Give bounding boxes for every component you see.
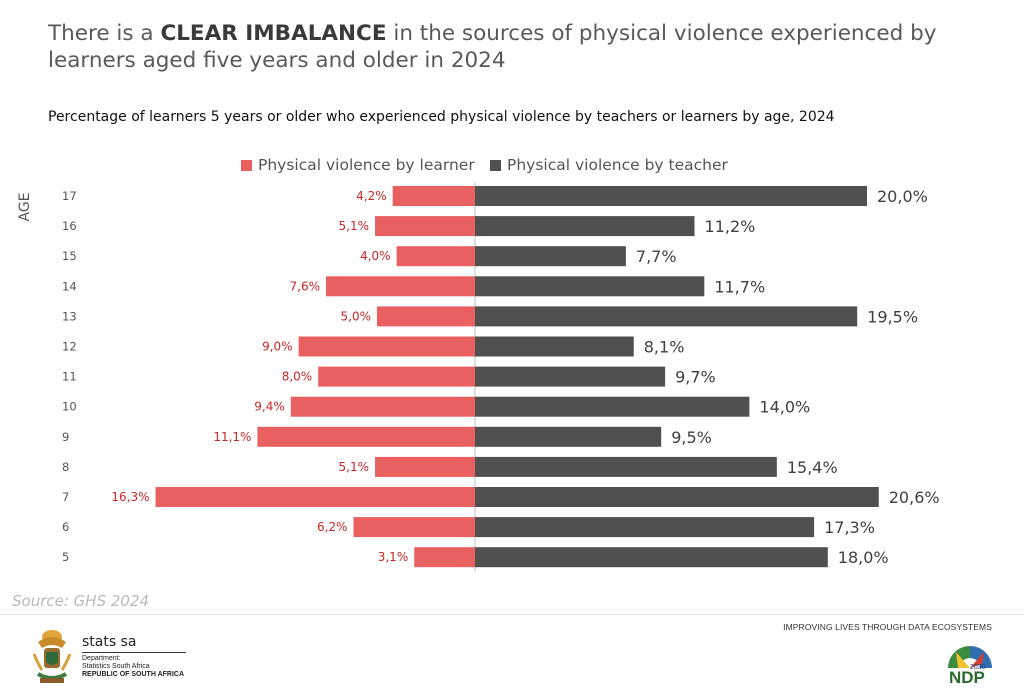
title-emphasis: CLEAR IMBALANCE [160,21,387,46]
bar-teacher [475,216,695,237]
data-label-teacher: 8,1% [644,338,685,357]
y-tick-label: 15 [62,249,77,263]
coat-of-arms-icon [32,630,72,683]
y-tick-label: 17 [62,189,77,203]
y-tick-label: 11 [62,370,77,384]
data-label-learner: 5,1% [339,219,370,233]
page-title: There is a CLEAR IMBALANCE in the source… [48,21,937,73]
bar-learner [326,276,475,297]
data-label-teacher: 20,6% [889,488,940,507]
data-label-learner: 9,0% [262,340,293,354]
data-label-teacher: 9,5% [671,428,712,447]
y-tick-label: 6 [62,520,69,534]
bar-teacher [475,276,705,297]
data-label-learner: 7,6% [290,279,321,293]
bar-learner [155,487,475,507]
bar-learner [353,517,475,538]
bar-learner [375,216,475,237]
bar-teacher [475,396,750,417]
data-label-teacher: 20,0% [877,187,928,206]
data-label-teacher: 9,7% [675,368,716,387]
bar-teacher [475,547,828,568]
ndp-text: NDP [949,668,985,686]
data-label-learner: 5,1% [339,460,370,474]
y-tick-label: 14 [62,279,77,293]
data-label-teacher: 15,4% [787,458,838,477]
footer-divider [0,614,1024,615]
bar-learner [257,426,475,447]
source-note: Source: GHS 2024 [12,592,150,610]
legend-item-learner: Physical violence by learner [241,155,475,175]
ndp-year: 2030 [970,664,986,671]
y-tick-label: 13 [62,309,77,323]
data-label-learner: 5,0% [341,309,372,323]
bar-teacher [475,306,858,327]
y-tick-label: 8 [62,460,69,474]
bar-teacher [475,366,666,387]
bar-teacher [475,487,879,507]
bar-learner [414,547,475,568]
data-label-teacher: 11,2% [705,217,756,236]
bar-teacher [475,426,662,447]
data-label-learner: 16,3% [111,490,149,504]
legend-label-teacher: Physical violence by teacher [507,156,728,174]
y-tick-label: 12 [62,340,77,354]
y-tick-label: 9 [62,430,69,444]
data-label-teacher: 18,0% [838,548,889,567]
data-label-teacher: 19,5% [867,307,918,326]
y-tick-label: 10 [62,400,77,414]
legend-label-learner: Physical violence by learner [258,156,475,174]
data-label-teacher: 11,7% [714,277,765,296]
data-label-learner: 11,1% [213,430,251,444]
y-tick-label: 7 [62,490,69,504]
legend-swatch-learner [241,159,252,171]
data-label-learner: 4,0% [360,249,391,263]
bar-learner [377,306,475,327]
data-label-teacher: 14,0% [759,398,810,417]
bar-teacher [475,456,777,477]
y-tick-label: 5 [62,550,69,564]
data-label-learner: 6,2% [317,520,348,534]
bar-learner [298,336,475,357]
data-label-learner: 8,0% [282,370,313,384]
org-rule [82,652,186,653]
y-tick-label: 16 [62,219,77,233]
data-label-learner: 3,1% [378,550,409,564]
bar-teacher [475,336,634,357]
department-text: Department: Statistics South Africa REPU… [82,655,185,678]
bar-learner [375,456,475,477]
data-label-learner: 4,2% [356,189,387,203]
data-label-learner: 9,4% [254,400,285,414]
bar-learner [392,186,475,206]
bar-learner [290,396,475,417]
org-name: stats sa [82,634,137,650]
data-label-teacher: 7,7% [636,247,677,266]
bar-learner [318,366,475,387]
legend-swatch-teacher [490,159,501,171]
diverging-bar-chart: 17 4,2% 20,0% 16 5,1% 11,2% 15 4,0% 7,7% 14 7,6% 11… [62,182,940,572]
bar-teacher [475,246,626,267]
footer-tagline: IMPROVING LIVES THROUGH DATA ECOSYSTEMS [783,622,992,632]
data-label-teacher: 17,3% [824,518,875,537]
legend-item-teacher: Physical violence by teacher [490,155,728,175]
bar-teacher [475,517,815,538]
ndp-2030-logo-icon: 2030 NDP [948,646,992,686]
bar-teacher [475,186,867,206]
chart-title: Percentage of learners 5 years or older … [48,109,835,125]
bar-learner [396,246,475,267]
